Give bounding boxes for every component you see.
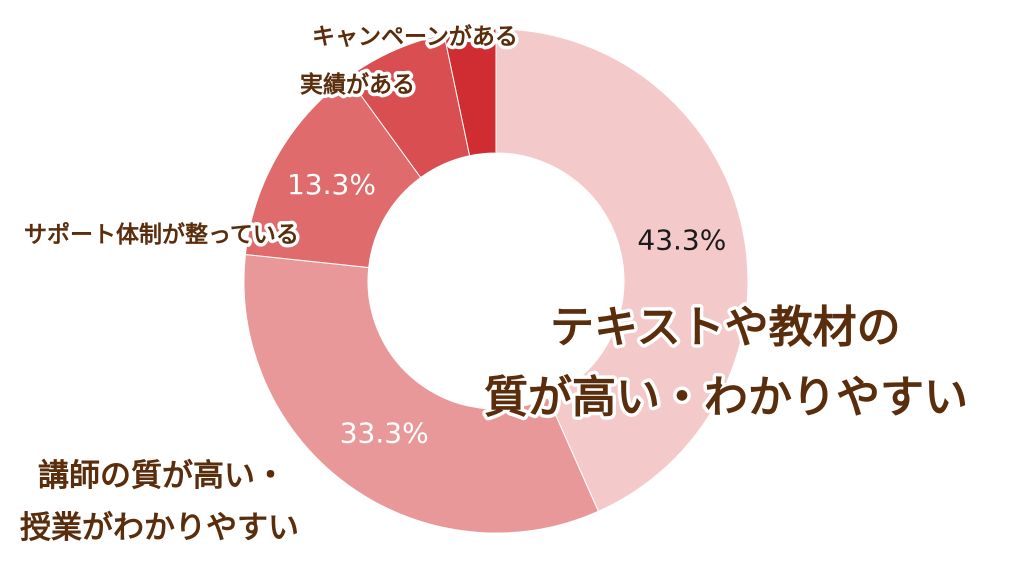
category-labels: テキストや教材の 質が高い・わかりやすい 講師の質が高い・ 授業がわかりやすい … — [17, 20, 972, 550]
label-campaign: キャンペーンがある — [312, 23, 518, 50]
label-instructors-line2: 授業がわかりやすい — [20, 510, 299, 546]
label-texts-line1: テキストや教材の — [550, 302, 901, 353]
value-label-1: 33.3% — [340, 417, 429, 450]
slice-4 — [443, 28, 497, 157]
donut-slices — [243, 28, 749, 534]
value-labels: 43.3% 33.3% 13.3% — [287, 168, 726, 450]
slice-1 — [243, 253, 600, 534]
value-label-2: 13.3% — [287, 168, 376, 201]
slice-0 — [495, 28, 749, 512]
label-support: サポート体制が整っている — [24, 221, 299, 248]
label-texts-line2: 質が高い・わかりやすい — [484, 372, 968, 423]
label-record: 実績がある — [300, 71, 415, 98]
value-label-0: 43.3% — [637, 224, 726, 257]
label-instructors-line1: 講師の質が高い・ — [38, 458, 286, 494]
